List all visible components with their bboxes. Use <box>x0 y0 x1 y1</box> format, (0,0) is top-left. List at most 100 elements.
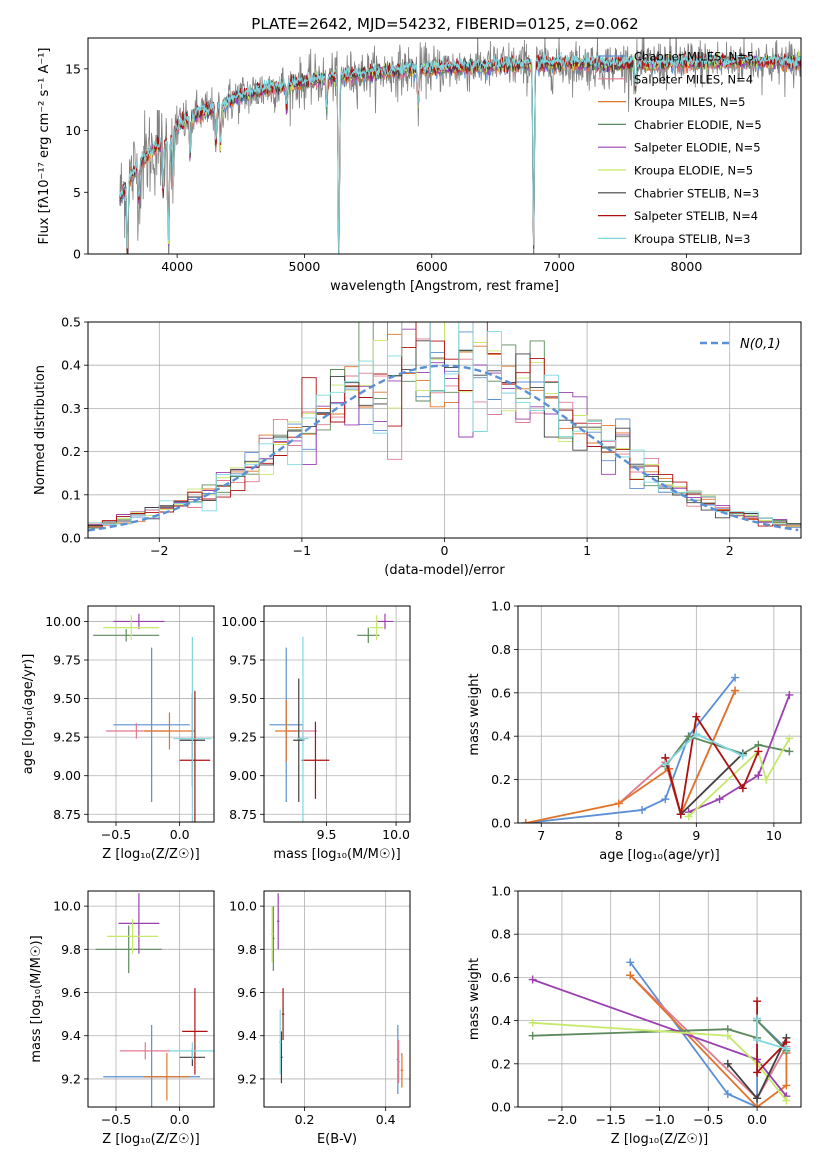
age_vs_mass-axes: 9.5 10.0 8.75 9.00 9.25 9.50 9.75 10.00 mass [lo… <box>221 606 410 862</box>
weight-point <box>715 795 724 804</box>
y-tick-label: 0.2 <box>61 444 81 459</box>
residual-legend: N(0,1) <box>700 337 781 352</box>
x-tick-label: 6000 <box>416 259 448 274</box>
y-tick-label: 9.50 <box>53 691 81 706</box>
weight-point <box>731 686 740 695</box>
x-tick-label: 0.4 <box>376 1112 396 1127</box>
weight-point <box>782 1081 791 1090</box>
age_vs_mass-frame <box>263 605 411 823</box>
spectrum-axes: 4000 5000 6000 7000 8000 0 5 10 15 wavelength [An… <box>37 48 702 295</box>
y-tick-label: 15 <box>65 61 81 76</box>
weight-point <box>753 1014 762 1023</box>
x-axis-label: age [log₁₀(age/yr)] <box>599 848 720 863</box>
weight-point <box>753 1103 762 1107</box>
y-tick-label: 9.6 <box>61 985 81 1000</box>
y-tick-label: 0.5 <box>61 315 81 330</box>
x-axis-label: Z [log₁₀(Z/Z☉)] <box>102 847 199 862</box>
legend-label-7: Chabrier STELIB, N=3 <box>634 186 759 200</box>
x-axis-label: Z [log₁₀(Z/Z☉)] <box>102 1132 199 1147</box>
weight-point <box>684 732 693 741</box>
weight_vs_Z-lines <box>528 958 791 1107</box>
weight-point <box>753 997 762 1006</box>
y-tick-label: 0.2 <box>491 772 511 787</box>
weight-point <box>528 1018 537 1027</box>
weight-line-6 <box>687 737 791 818</box>
y-tick-label: 9.2 <box>237 1071 257 1086</box>
weight-point <box>782 1096 791 1105</box>
y-tick-label: 9.00 <box>53 768 81 783</box>
weight-point <box>782 1044 791 1053</box>
x-tick-label: −1.5 <box>596 1112 626 1127</box>
weight-point <box>661 760 670 769</box>
weight_vs_age-axes: 7 8 9 10 0.0 0.2 0.4 0.6 0.8 1.0 age [log₁₀(age/yr… <box>467 599 801 863</box>
x-tick-label: 9 <box>692 828 700 843</box>
x-tick-label: 9.5 <box>317 827 337 842</box>
weight-point <box>723 1090 732 1099</box>
y-axis-label: age [log₁₀(age/yr)] <box>21 654 36 775</box>
residual-histograms <box>88 322 801 532</box>
histogram-step-9 <box>88 322 801 528</box>
age_vs_Z-crosses <box>93 613 212 822</box>
y-axis-label: mass weight <box>467 958 482 1040</box>
y-tick-label: 0.6 <box>491 970 511 985</box>
weight-point <box>528 975 537 984</box>
y-axis-label: mass [log₁₀(M/M☉)] <box>29 935 44 1062</box>
weight-point <box>723 1031 732 1040</box>
weight-point <box>676 810 685 819</box>
y-tick-label: 9.8 <box>237 942 257 957</box>
x-tick-label: −1.0 <box>644 1112 674 1127</box>
y-tick-label: 10.0 <box>53 899 81 914</box>
legend-label-4: Chabrier ELODIE, N=5 <box>634 118 762 132</box>
y-axis-label: Normed distribution <box>33 365 48 495</box>
x-tick-label: 10.0 <box>382 827 410 842</box>
weight-point <box>661 795 670 804</box>
x-tick-label: 4000 <box>161 259 193 274</box>
y-tick-label: 0.2 <box>491 1056 511 1071</box>
weight-line-6 <box>532 1021 788 1102</box>
y-tick-label: 0.4 <box>491 1013 511 1028</box>
y-tick-label: 0.6 <box>491 685 511 700</box>
weight_vs_age-frame <box>517 605 802 824</box>
y-tick-label: 0.4 <box>491 729 511 744</box>
y-tick-label: 0.4 <box>61 358 81 373</box>
y-tick-label: 1.0 <box>491 599 511 614</box>
age_vs_mass-crosses <box>269 613 394 822</box>
y-tick-label: 9.4 <box>61 1028 81 1043</box>
x-tick-label: 5000 <box>289 259 321 274</box>
y-tick-label: 9.50 <box>229 691 257 706</box>
y-tick-label: 9.8 <box>61 942 81 957</box>
mass_vs_ebv-frame <box>263 890 411 1108</box>
weight-point <box>753 1094 762 1103</box>
y-tick-label: 9.00 <box>229 768 257 783</box>
x-tick-label: 0.0 <box>170 827 190 842</box>
x-tick-label: 0 <box>441 543 449 558</box>
y-tick-label: 8.75 <box>53 807 81 822</box>
y-tick-label: 8.75 <box>229 807 257 822</box>
x-tick-label: 2 <box>726 543 734 558</box>
weight-point <box>738 784 747 793</box>
x-tick-label: −2.0 <box>547 1112 577 1127</box>
spectrum-model-line-9 <box>119 52 801 254</box>
age_vs_Z-axes: −0.5 0.0 8.75 9.00 9.25 9.50 9.75 10.00 Z [log₁₀… <box>21 606 214 862</box>
x-tick-label: 0.2 <box>295 1112 315 1127</box>
spectrum-lines <box>119 38 801 254</box>
age_vs_Z-frame <box>87 605 215 823</box>
y-tick-label: 9.25 <box>53 730 81 745</box>
mass_vs_ebv-axes: 0.2 0.4 9.2 9.4 9.6 9.8 10.0 E(B-V) <box>229 891 410 1147</box>
weight-point <box>626 958 635 967</box>
y-axis-label: mass weight <box>467 673 482 755</box>
weight-point <box>785 747 794 756</box>
y-axis-label: Flux [fλ10⁻¹⁷ erg cm⁻² s⁻¹ A⁻¹] <box>37 48 52 245</box>
weight-point <box>762 775 771 784</box>
y-tick-label: 9.2 <box>61 1071 81 1086</box>
x-tick-label: 10 <box>766 828 782 843</box>
weight-point <box>692 712 701 721</box>
weight-point <box>723 1059 732 1068</box>
x-axis-label: E(B-V) <box>317 1132 357 1147</box>
weight-point <box>754 747 763 756</box>
y-tick-label: 5 <box>73 185 81 200</box>
x-tick-label: −0.5 <box>693 1112 723 1127</box>
x-axis-label: wavelength [Angstrom, rest frame] <box>330 279 559 294</box>
y-tick-label: 10 <box>65 123 81 138</box>
